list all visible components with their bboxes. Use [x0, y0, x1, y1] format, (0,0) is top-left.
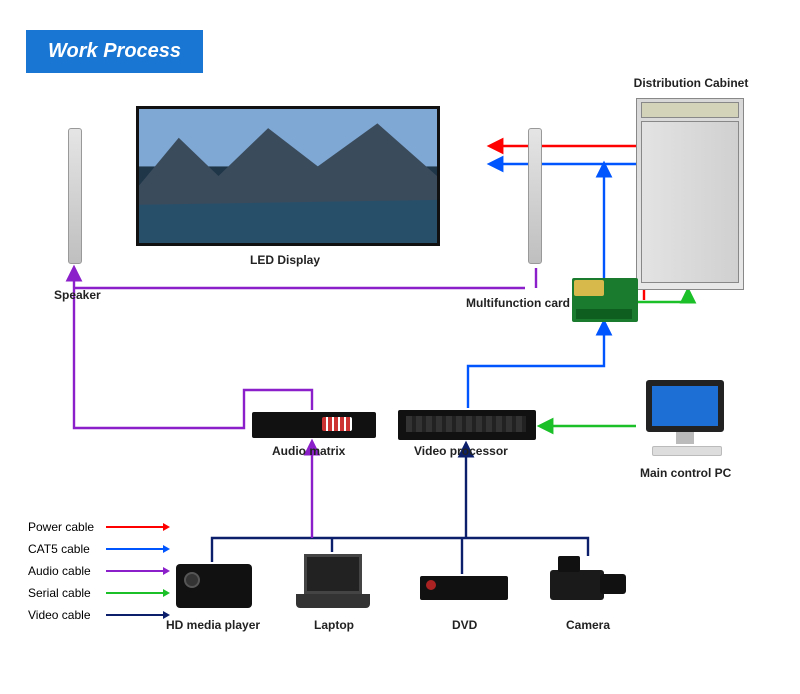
camera: [550, 556, 628, 608]
title-banner: Work Process: [26, 30, 203, 73]
video-processor-label: Video processor: [414, 444, 508, 458]
laptop: [296, 554, 370, 610]
speaker-label: Speaker: [54, 288, 101, 302]
distribution-cabinet: [636, 98, 744, 290]
video-processor: [398, 410, 536, 440]
camera-label: Camera: [566, 618, 610, 632]
legend-cat5: CAT5 cable: [28, 542, 164, 556]
hd-media-player: [176, 564, 252, 608]
hd-media-player-label: HD media player: [166, 618, 260, 632]
multifunction-card: [572, 278, 638, 322]
main-control-pc-label: Main control PC: [640, 466, 731, 480]
audio-matrix-label: Audio matrix: [272, 444, 345, 458]
speaker-left: [68, 128, 82, 264]
title-text: Work Process: [48, 40, 181, 62]
dvd-player: [420, 576, 508, 600]
led-display: [136, 106, 440, 246]
legend-serial: Serial cable: [28, 586, 164, 600]
legend-video: Video cable: [28, 608, 164, 622]
audio-matrix: [252, 412, 376, 438]
cable-legend: Power cable CAT5 cable Audio cable Seria…: [28, 520, 164, 630]
legend-audio: Audio cable: [28, 564, 164, 578]
legend-power: Power cable: [28, 520, 164, 534]
led-display-label: LED Display: [250, 253, 320, 267]
laptop-label: Laptop: [314, 618, 354, 632]
multifunction-card-label: Multifunction card: [466, 296, 570, 310]
dvd-label: DVD: [452, 618, 477, 632]
main-control-pc: [636, 380, 734, 458]
speaker-right: [528, 128, 542, 264]
distribution-cabinet-label: Distribution Cabinet: [626, 76, 756, 90]
